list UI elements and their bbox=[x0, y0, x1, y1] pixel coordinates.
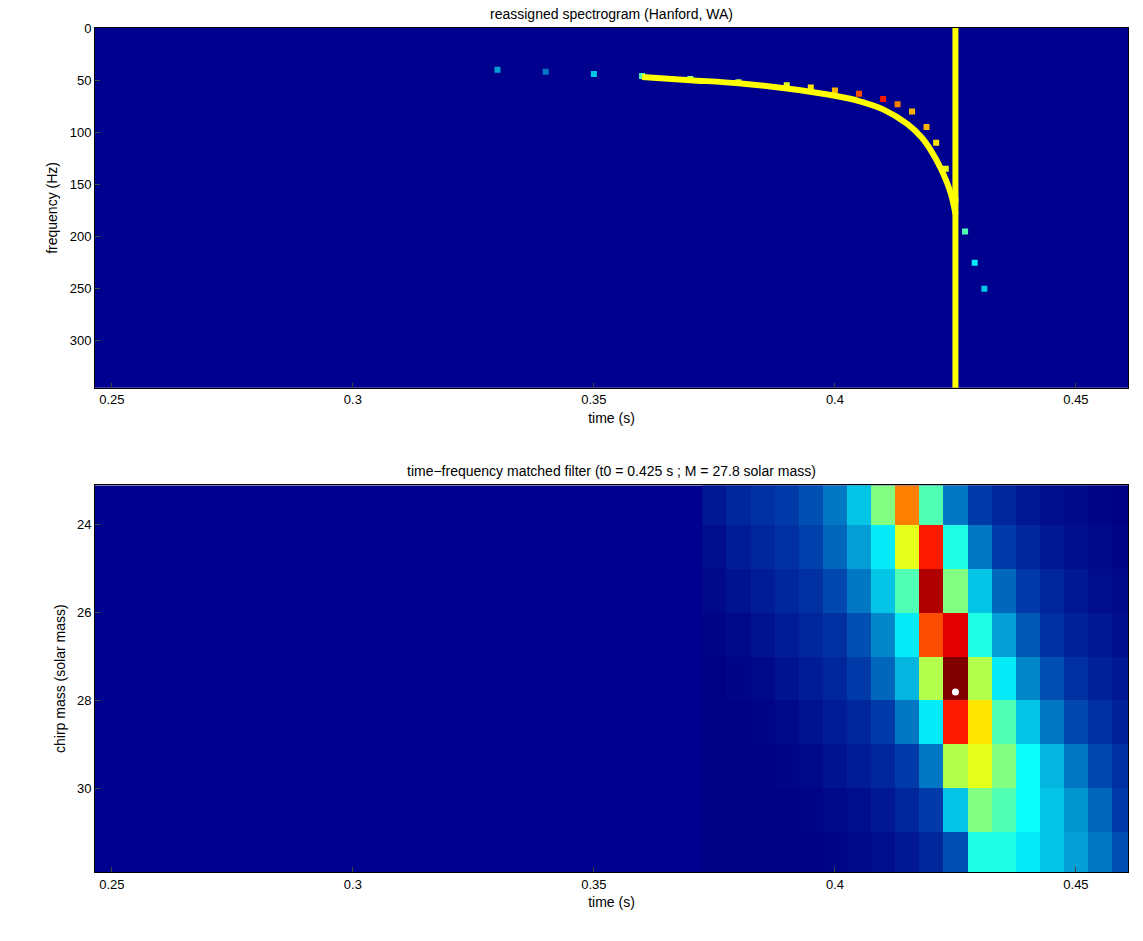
svg-text:28: 28 bbox=[77, 693, 91, 708]
svg-text:0.3: 0.3 bbox=[344, 392, 362, 407]
svg-text:26: 26 bbox=[77, 605, 91, 620]
svg-text:reassigned spectrogram (Hanfor: reassigned spectrogram (Hanford, WA) bbox=[490, 6, 733, 22]
svg-text:0.4: 0.4 bbox=[826, 392, 844, 407]
svg-text:time−frequency matched filter: time−frequency matched filter (t0 = 0.42… bbox=[407, 463, 816, 479]
svg-text:0.35: 0.35 bbox=[581, 392, 606, 407]
svg-text:100: 100 bbox=[70, 125, 92, 140]
svg-text:250: 250 bbox=[70, 281, 92, 296]
svg-text:0: 0 bbox=[84, 21, 91, 36]
svg-text:24: 24 bbox=[77, 517, 91, 532]
svg-text:0.45: 0.45 bbox=[1063, 877, 1088, 892]
svg-text:300: 300 bbox=[70, 333, 92, 348]
svg-text:200: 200 bbox=[70, 229, 92, 244]
svg-text:150: 150 bbox=[70, 177, 92, 192]
svg-text:0.25: 0.25 bbox=[99, 877, 124, 892]
svg-text:time (s): time (s) bbox=[588, 410, 635, 426]
svg-text:0.4: 0.4 bbox=[826, 877, 844, 892]
svg-text:0.45: 0.45 bbox=[1063, 392, 1088, 407]
svg-text:30: 30 bbox=[77, 781, 91, 796]
svg-text:chirp mass (solar mass): chirp mass (solar mass) bbox=[52, 604, 68, 753]
svg-text:0.3: 0.3 bbox=[344, 877, 362, 892]
svg-text:0.25: 0.25 bbox=[99, 392, 124, 407]
svg-text:50: 50 bbox=[77, 73, 91, 88]
svg-text:frequency (Hz): frequency (Hz) bbox=[44, 162, 60, 254]
svg-text:0.35: 0.35 bbox=[581, 877, 606, 892]
svg-text:time (s): time (s) bbox=[588, 894, 635, 910]
